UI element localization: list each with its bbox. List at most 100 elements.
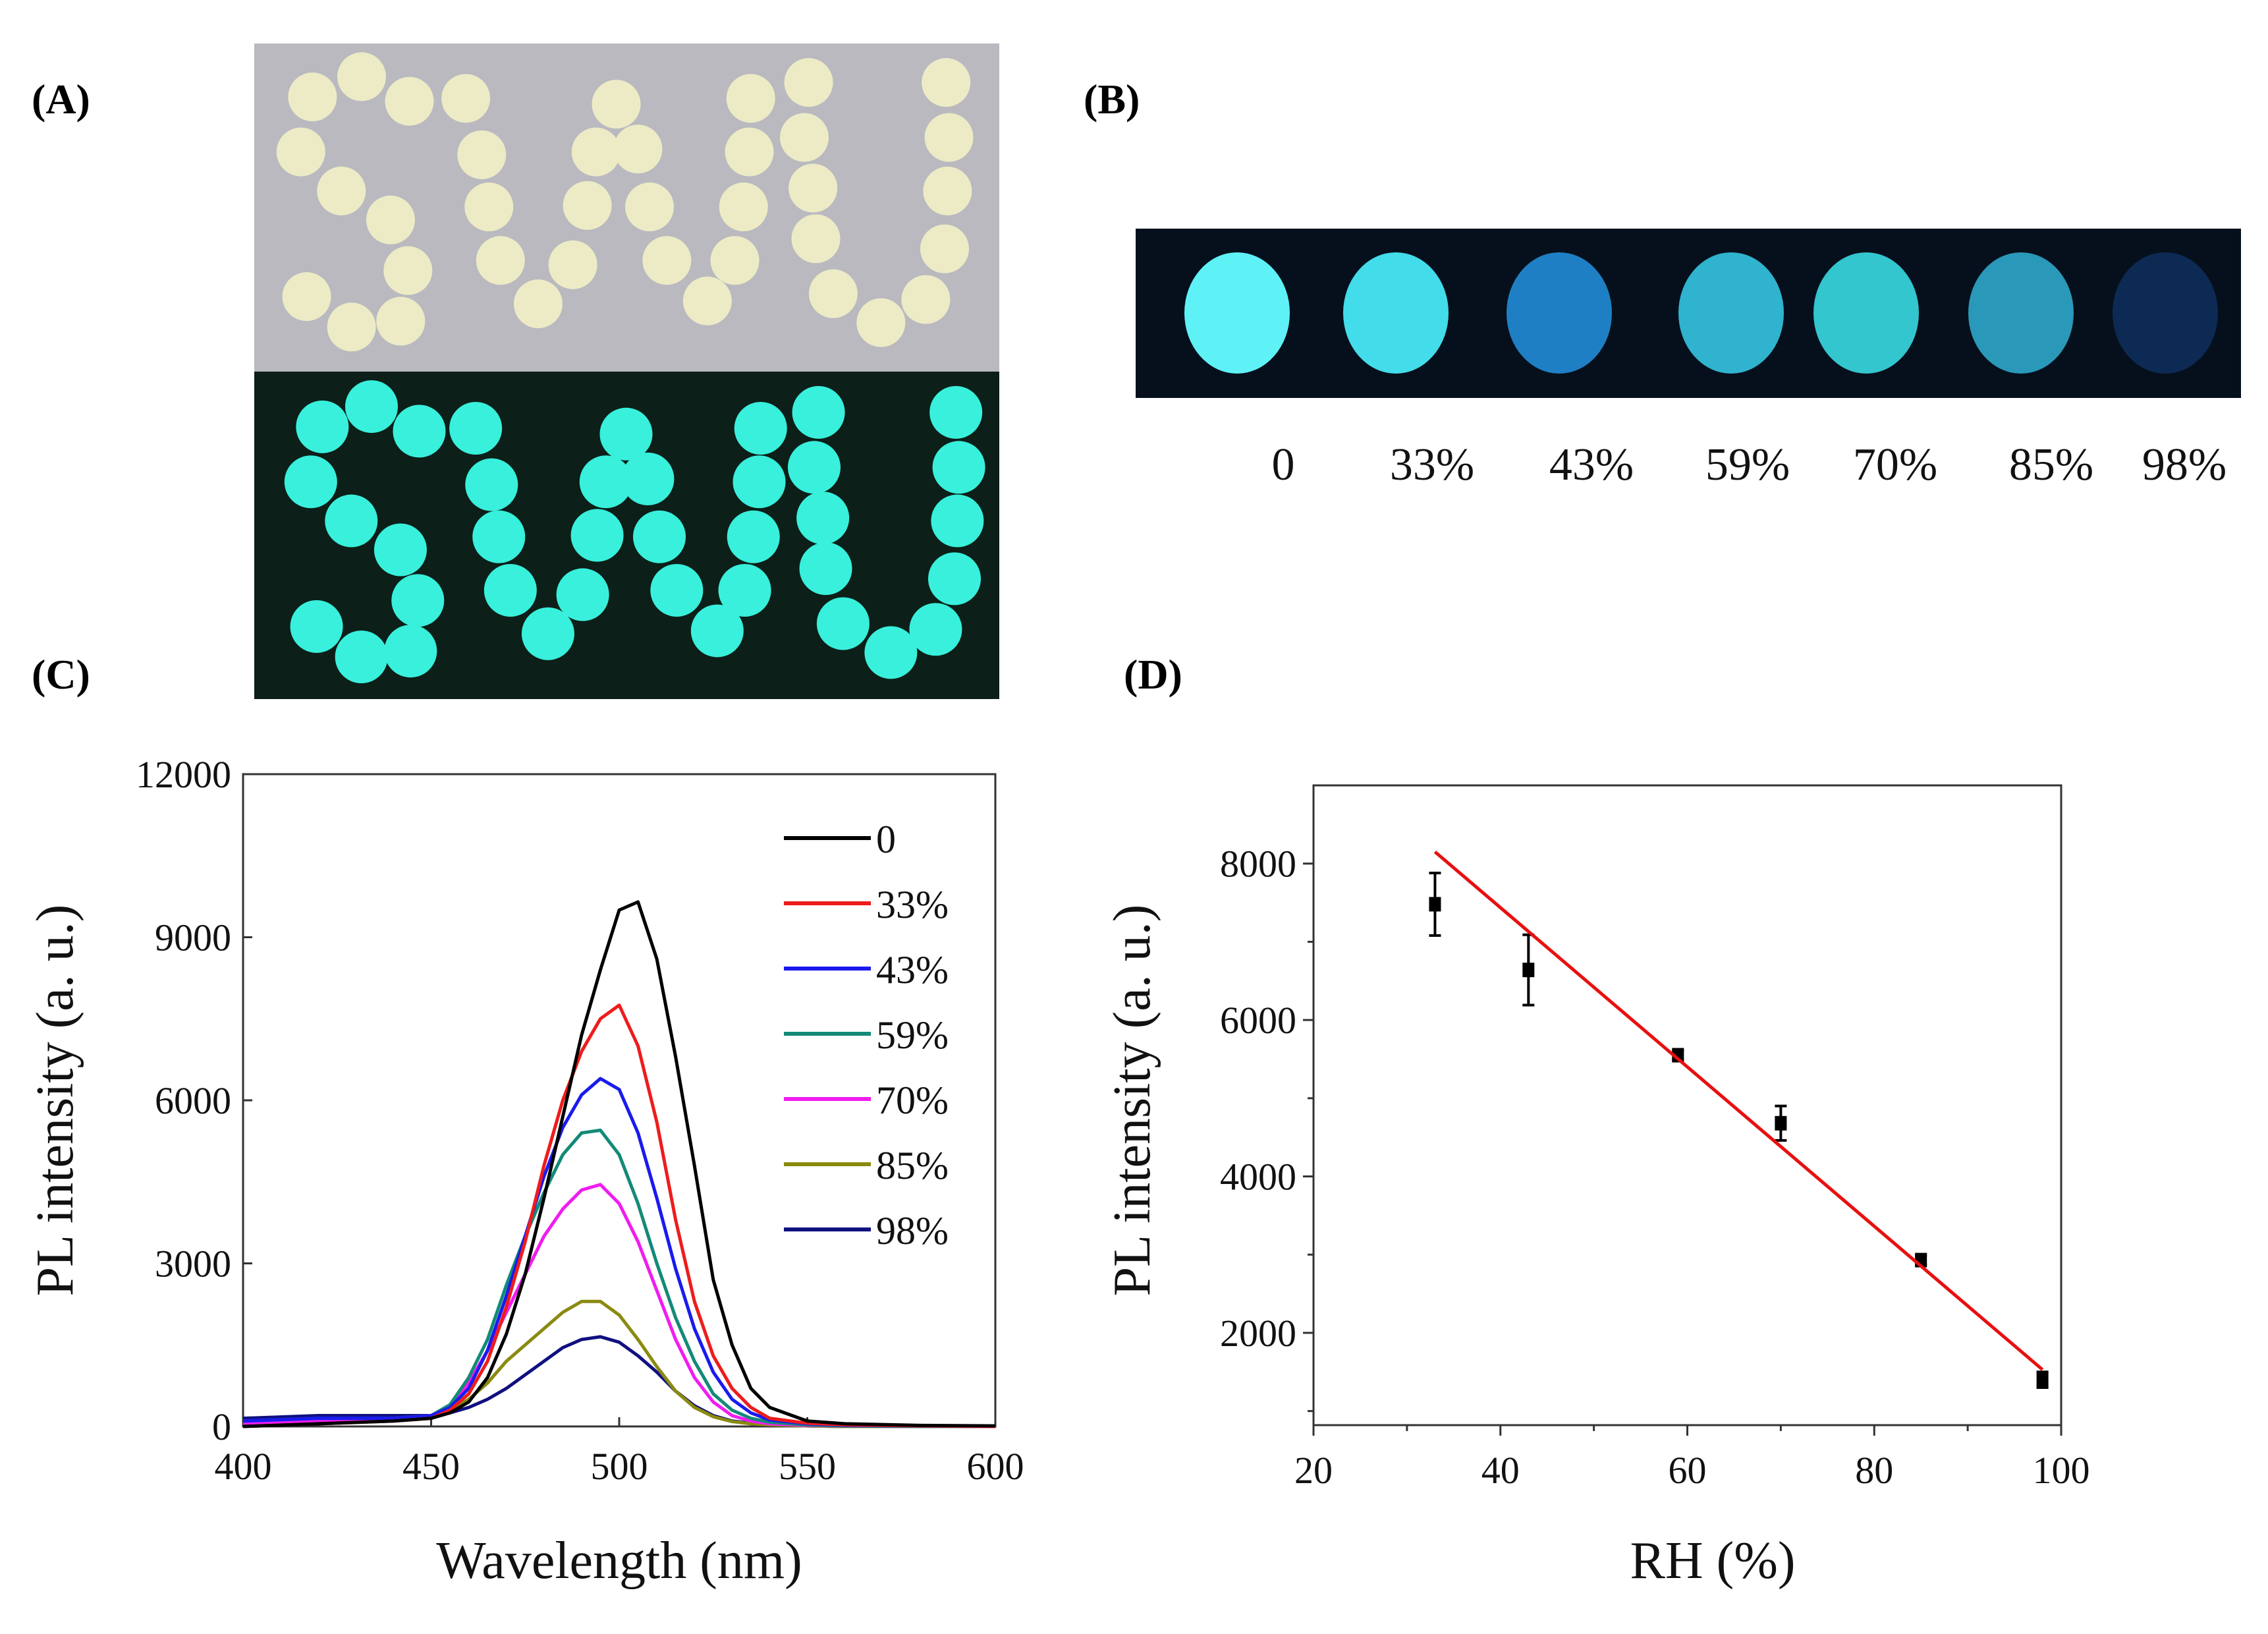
photo-swu-disks bbox=[254, 43, 999, 699]
daylight-disk bbox=[337, 52, 386, 101]
x-axis-title: Wavelength (nm) bbox=[436, 1532, 802, 1590]
y-tick-label: 9000 bbox=[155, 916, 231, 959]
glowing-disk bbox=[733, 455, 786, 509]
x-tick-label: 550 bbox=[779, 1445, 836, 1488]
y-axis-title: PL intensity (a. u.) bbox=[1103, 905, 1161, 1297]
daylight-disk bbox=[791, 214, 841, 264]
data-point bbox=[1522, 963, 1535, 978]
y-axis-title: PL intensity (a. u.) bbox=[26, 905, 84, 1297]
daylight-disk bbox=[563, 181, 612, 230]
daylight-disk bbox=[548, 240, 597, 289]
daylight-disk bbox=[901, 275, 951, 324]
daylight-disk bbox=[317, 166, 366, 215]
x-tick-label: 400 bbox=[215, 1445, 272, 1488]
daylight-disk bbox=[282, 272, 331, 322]
daylight-disk bbox=[788, 163, 838, 213]
daylight-disk bbox=[513, 279, 563, 329]
glowing-disk bbox=[633, 510, 686, 563]
glowing-disk bbox=[345, 380, 398, 434]
x-axis-title: RH (%) bbox=[1630, 1532, 1795, 1590]
daylight-disk bbox=[726, 74, 775, 123]
glowing-disk bbox=[449, 402, 503, 455]
glowing-disk bbox=[864, 626, 918, 679]
humidity-label: 43% bbox=[1549, 439, 1634, 490]
humidity-disk bbox=[1678, 252, 1784, 374]
glowing-disk bbox=[799, 542, 852, 596]
data-point bbox=[1429, 897, 1441, 912]
x-tick-label: 60 bbox=[1669, 1449, 1707, 1492]
panel-label-c: (C) bbox=[32, 651, 90, 698]
y-tick-label: 6000 bbox=[155, 1079, 231, 1122]
daylight-disk bbox=[276, 127, 325, 177]
daylight-disk bbox=[376, 296, 426, 346]
daylight-disk bbox=[710, 236, 760, 285]
series-line bbox=[242, 1128, 995, 1428]
glowing-disk bbox=[792, 385, 845, 439]
glowing-disk bbox=[325, 494, 378, 548]
glowing-disk bbox=[521, 607, 574, 660]
plot-frame bbox=[1312, 784, 2062, 1426]
glowing-disk bbox=[284, 455, 337, 509]
glowing-disk bbox=[472, 510, 526, 563]
glowing-disk bbox=[556, 568, 609, 621]
daylight-disk bbox=[457, 130, 507, 179]
glowing-disk bbox=[927, 552, 981, 606]
y-tick-label: 0 bbox=[212, 1405, 231, 1448]
glowing-disk bbox=[290, 600, 343, 653]
series-line bbox=[242, 1077, 996, 1428]
daylight-disk bbox=[592, 80, 641, 129]
glowing-disk bbox=[296, 400, 349, 453]
daylight-disk bbox=[476, 236, 525, 285]
glowing-disk bbox=[650, 563, 704, 617]
daylight-disk bbox=[779, 113, 829, 162]
daylight-disk bbox=[613, 125, 663, 174]
daylight-disk bbox=[366, 195, 415, 244]
glowing-disk bbox=[393, 405, 446, 458]
daylight-disk bbox=[625, 183, 675, 232]
legend-label: 85% bbox=[876, 1144, 949, 1187]
daylight-disk bbox=[922, 58, 971, 107]
glowing-disk bbox=[391, 574, 445, 627]
data-point bbox=[2036, 1372, 2049, 1388]
glowing-disk bbox=[929, 385, 983, 439]
glowing-disk bbox=[796, 492, 850, 545]
y-tick-label: 3000 bbox=[155, 1243, 231, 1285]
humidity-label: 98% bbox=[2142, 439, 2227, 490]
series-line bbox=[242, 900, 996, 1428]
y-tick-label: 8000 bbox=[1220, 843, 1296, 886]
panel-label-b: (B) bbox=[1084, 76, 1140, 123]
x-tick-label: 450 bbox=[402, 1445, 460, 1488]
glowing-disk bbox=[931, 494, 984, 548]
panel-label-d: (D) bbox=[1124, 651, 1182, 698]
x-tick-label: 20 bbox=[1294, 1449, 1333, 1492]
humidity-disk bbox=[1184, 252, 1290, 374]
humidity-disk bbox=[1343, 252, 1449, 374]
glowing-disk bbox=[932, 441, 985, 494]
y-tick-label: 12000 bbox=[136, 753, 231, 796]
daylight-disk bbox=[327, 302, 376, 352]
y-tick-label: 4000 bbox=[1220, 1156, 1296, 1198]
humidity-disk bbox=[1968, 252, 2074, 374]
glowing-disk bbox=[909, 603, 962, 656]
glowing-disk bbox=[484, 563, 537, 617]
legend-label: 43% bbox=[876, 948, 949, 992]
daylight-disk bbox=[784, 58, 833, 107]
daylight-disk bbox=[383, 246, 433, 295]
data-point bbox=[1672, 1048, 1684, 1063]
glowing-disk bbox=[579, 455, 632, 509]
humidity-label: 0 bbox=[1272, 439, 1295, 490]
daylight-disk bbox=[920, 224, 969, 273]
glowing-disk bbox=[570, 509, 624, 562]
glowing-disk bbox=[816, 597, 870, 650]
daylight-disk bbox=[682, 276, 732, 325]
humidity-disk bbox=[2113, 252, 2218, 374]
glowing-disk bbox=[373, 523, 427, 577]
legend-label: 70% bbox=[876, 1079, 949, 1122]
daylight-disk bbox=[924, 113, 974, 162]
panel-label-a: (A) bbox=[32, 76, 90, 123]
glowing-disk bbox=[787, 441, 841, 494]
legend-label: 98% bbox=[876, 1209, 949, 1253]
y-tick-label: 2000 bbox=[1220, 1312, 1296, 1355]
glowing-disk bbox=[621, 452, 675, 505]
